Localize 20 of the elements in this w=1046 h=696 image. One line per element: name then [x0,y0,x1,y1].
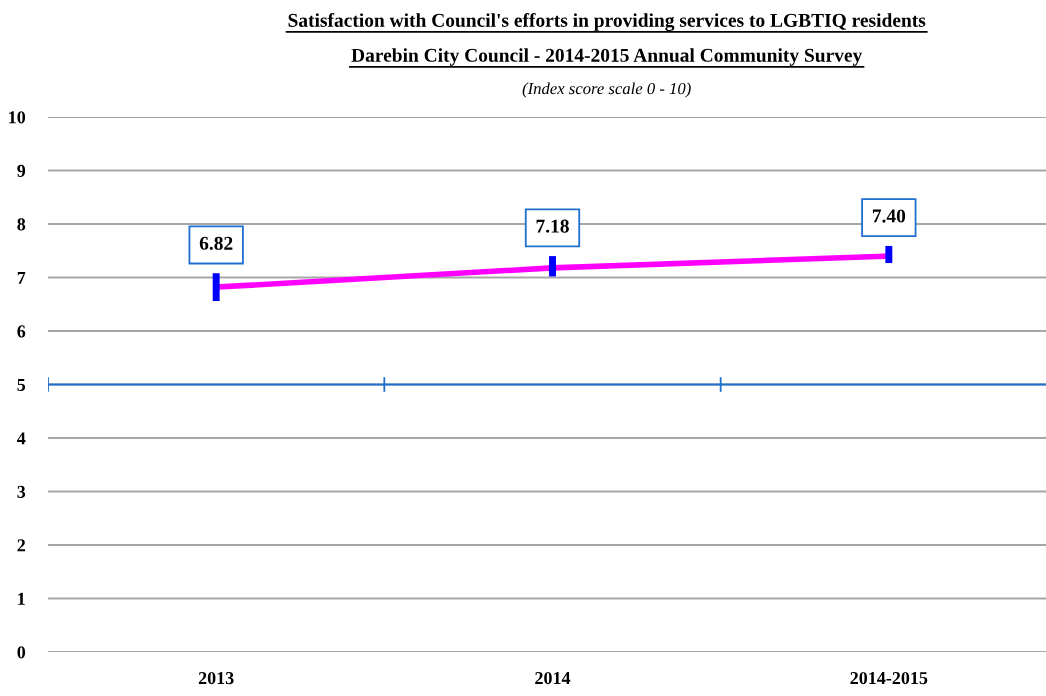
y-tick-label: 7 [17,271,26,284]
text: (Index score scale 0 - 10) [522,82,691,98]
x-tick-label: 2014 [535,671,571,685]
y-tick-label: 1 [18,592,25,605]
data-label: 7.18 [536,219,569,233]
y-tick-label: 9 [17,164,26,177]
chart-title: Satisfaction with Council's efforts in providing services to LGBTIQ residents [288,13,926,31]
x-tick-label: 2014-2015 [850,671,928,685]
y-tick-label: 0 [17,646,26,659]
y-tick-label: 2 [17,539,25,552]
y-tick-label: 8 [17,218,26,231]
data-label: 6.82 [199,236,233,250]
y-tick-label: 10 [9,111,26,124]
y-tick-label: 4 [17,432,26,445]
x-tick-label: 2013 [198,671,234,685]
chart-subtitle: Darebin City Council - 2014-2015 Annual Community Survey [351,48,863,66]
y-tick-label: 6 [17,325,26,338]
y-tick-label: 3 [17,485,26,498]
y-tick-label: 5 [17,378,26,391]
data-label: 7.40 [872,209,906,223]
